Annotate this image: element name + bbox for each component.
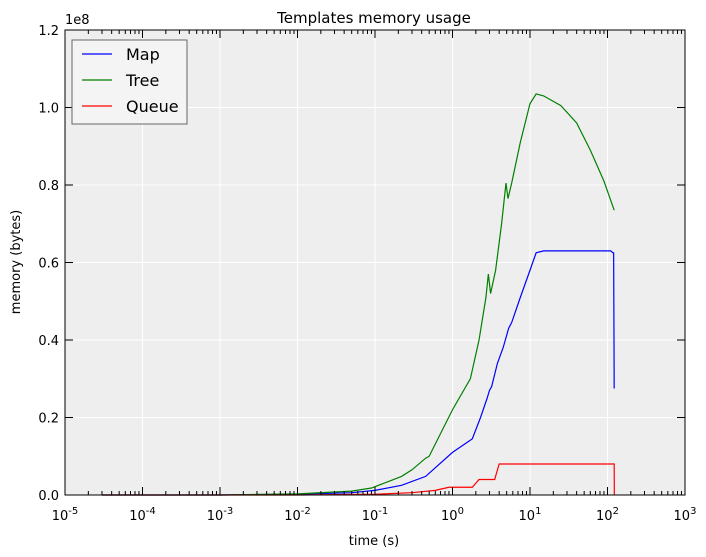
y-tick-label: 1.2 — [38, 24, 59, 39]
x-tick-exponent: -5 — [68, 506, 78, 517]
x-tick-exponent: -3 — [223, 506, 233, 517]
legend-label-tree: Tree — [125, 71, 159, 90]
x-tick-exponent: 3 — [690, 506, 696, 517]
series-lines — [101, 93, 615, 496]
y-tick-label: 0.8 — [38, 179, 59, 194]
x-tick-label: 10-3 — [207, 506, 234, 524]
x-tick-label: 10-2 — [284, 506, 311, 524]
x-tick-base: 10 — [362, 509, 379, 524]
x-tick-base: 10 — [129, 509, 146, 524]
x-tick-base: 10 — [441, 509, 458, 524]
x-tick-base: 10 — [519, 509, 536, 524]
legend-label-queue: Queue — [126, 97, 179, 116]
x-axis-title: time (s) — [349, 534, 399, 549]
x-tick-base: 10 — [674, 509, 691, 524]
grid — [65, 30, 685, 495]
y-tick-label: 0.4 — [38, 334, 59, 349]
y-tick-label: 1.0 — [38, 102, 59, 117]
x-tick-base: 10 — [596, 509, 613, 524]
x-tick-label: 100 — [441, 506, 464, 524]
x-tick-exponent: -4 — [146, 506, 156, 517]
legend-label-map: Map — [126, 45, 160, 64]
legend: Map Tree Queue — [71, 39, 188, 125]
series-line-queue — [101, 463, 615, 496]
x-tick-label: 10-4 — [129, 506, 156, 524]
y-tick-label: 0.2 — [38, 412, 59, 427]
series-line-map — [101, 250, 615, 496]
y-axis-title: memory (bytes) — [9, 210, 24, 314]
series-line-tree — [101, 93, 615, 496]
x-tick-label: 101 — [519, 506, 542, 524]
x-tick-exponent: -1 — [378, 506, 388, 517]
x-tick-exponent: 1 — [535, 506, 541, 517]
x-tick-base: 10 — [284, 509, 301, 524]
chart-title: Templates memory usage — [276, 9, 471, 27]
y-tick-label: 0.0 — [38, 489, 59, 504]
x-tick-label: 10-1 — [362, 506, 389, 524]
x-tick-label: 103 — [674, 506, 697, 524]
x-tick-label: 10-5 — [52, 506, 79, 524]
x-tick-base: 10 — [207, 509, 224, 524]
x-tick-exponent: 2 — [613, 506, 619, 517]
x-tick-base: 10 — [52, 509, 69, 524]
ticks — [64, 29, 686, 496]
tick-labels: 10-5 10-4 10-3 10-2 10-1 100 101 102 1030.00.20.… — [38, 24, 696, 524]
y-tick-label: 0.6 — [38, 257, 59, 272]
y-offset-label: 1e8 — [65, 13, 90, 28]
x-tick-label: 102 — [596, 506, 619, 524]
x-tick-exponent: 0 — [458, 506, 464, 517]
x-tick-exponent: -2 — [301, 506, 311, 517]
